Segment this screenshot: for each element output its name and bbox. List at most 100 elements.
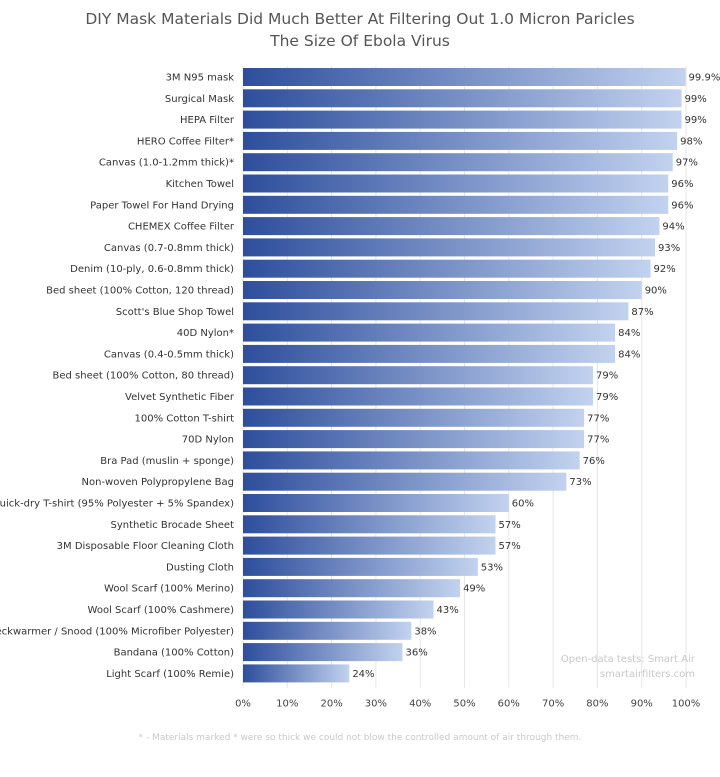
bar (243, 430, 585, 449)
category-label: 3M Disposable Floor Cleaning Cloth (57, 541, 234, 552)
category-label: 70D Nylon (182, 435, 234, 446)
value-label: 94% (662, 222, 684, 233)
value-labels: 99.9% 99% 99% 98% 97% 96% 96% 94% 93% 92% 90% 87% 84… (352, 73, 720, 680)
value-label: 96% (671, 200, 693, 211)
value-label: 99.9% (689, 73, 720, 84)
category-label: Bandana (100% Cotton) (114, 648, 235, 659)
bar (243, 387, 593, 406)
category-label: Canvas (1.0-1.2mm thick)* (99, 158, 234, 169)
value-label: 57% (499, 520, 521, 531)
source-line: smartairfilters.com (600, 669, 695, 680)
value-label: 98% (680, 136, 702, 147)
x-tick-label: 100% (672, 699, 701, 710)
category-label: HERO Coffee Filter* (137, 136, 234, 147)
bar (243, 494, 509, 512)
bar (243, 344, 616, 363)
bar (243, 323, 616, 342)
bar (243, 621, 412, 640)
value-label: 77% (587, 435, 609, 446)
category-label: 40D Nylon* (177, 328, 234, 339)
bar (243, 217, 660, 236)
bar (243, 259, 651, 278)
category-label: Non-woven Polypropylene Bag (82, 477, 234, 488)
bar (243, 110, 682, 129)
bars (243, 68, 686, 683)
x-tick-label: 90% (631, 699, 653, 710)
value-label: 97% (676, 158, 698, 169)
x-tick-label: 10% (276, 699, 298, 710)
value-label: 93% (658, 243, 680, 254)
chart-title-block: DIY Mask Materials Did Much Better At Fi… (0, 8, 720, 52)
value-label: 73% (569, 477, 591, 488)
value-label: 76% (583, 456, 605, 467)
value-label: 99% (685, 94, 707, 105)
category-label: Denim (10-ply, 0.6-0.8mm thick) (70, 264, 234, 275)
bar (243, 153, 673, 172)
category-label: CHEMEX Coffee Filter (128, 222, 235, 233)
category-label: Scott's Blue Shop Towel (116, 307, 234, 318)
value-label: 57% (499, 541, 521, 552)
value-label: 53% (481, 562, 503, 573)
bar (243, 281, 642, 299)
bar (243, 89, 682, 108)
x-tick-label: 50% (453, 699, 475, 710)
value-label: 43% (436, 605, 458, 616)
x-axis-ticks: 0% 10% 20% 30% 40% 50% 60% 70% 80% 90% 100% (235, 699, 700, 710)
category-label: Wool Scarf (100% Merino) (104, 584, 234, 595)
value-label: 84% (618, 349, 640, 360)
category-label: HEPA Filter (180, 115, 235, 126)
bar (243, 600, 434, 619)
value-label: 84% (618, 328, 640, 339)
x-tick-label: 60% (498, 699, 520, 710)
category-labels: 3M N95 mask Surgical Mask HEPA Filter HERO … (0, 73, 235, 680)
category-label: Synthetic Brocade Sheet (111, 520, 235, 531)
category-label: Dusting Cloth (166, 562, 234, 573)
category-label: 100% Cotton T-shirt (134, 413, 234, 424)
category-label: Velvet Synthetic Fiber (125, 392, 235, 403)
x-tick-label: 30% (365, 699, 387, 710)
value-label: 96% (671, 179, 693, 190)
chart-subtitle: The Size Of Ebola Virus (270, 32, 450, 50)
x-tick-label: 20% (320, 699, 342, 710)
category-label: Bra Pad (muslin + sponge) (100, 456, 234, 467)
value-label: 90% (645, 286, 667, 297)
value-label: 24% (352, 669, 374, 680)
bar (243, 366, 593, 385)
value-label: 36% (405, 648, 427, 659)
category-label: Quick-dry T-shirt (95% Polyester + 5% Sp… (0, 499, 234, 510)
category-label: Canvas (0.7-0.8mm thick) (104, 243, 234, 254)
bar (243, 579, 461, 598)
category-label: 3M N95 mask (166, 73, 235, 84)
bar (243, 643, 403, 662)
value-label: 38% (414, 626, 436, 637)
value-label: 92% (654, 264, 676, 275)
category-label: Canvas (0.4-0.5mm thick) (104, 349, 234, 360)
chart-title: DIY Mask Materials Did Much Better At Fi… (85, 10, 635, 28)
value-label: 49% (463, 584, 485, 595)
value-label: 77% (587, 413, 609, 424)
value-label: 79% (596, 371, 618, 382)
bar (243, 302, 629, 321)
value-label: 99% (685, 115, 707, 126)
value-label: 60% (512, 499, 534, 510)
bar (243, 557, 478, 576)
source-line: Open-data tests: Smart Air (561, 654, 696, 665)
category-label: Bed sheet (100% Cotton, 120 thread) (46, 286, 234, 297)
category-label: Surgical Mask (165, 94, 234, 105)
bar (243, 472, 567, 491)
bar (243, 68, 686, 86)
bar (243, 174, 669, 193)
footnote: * - Materials marked * were so thick we … (138, 733, 582, 743)
bar (243, 451, 580, 470)
value-label: 87% (631, 307, 653, 318)
bar (243, 515, 496, 534)
category-label: Neckwarmer / Snood (100% Microfiber Poly… (0, 626, 234, 637)
bar (243, 536, 496, 555)
category-label: Wool Scarf (100% Cashmere) (88, 605, 235, 616)
bar (243, 195, 669, 214)
category-label: Kitchen Towel (166, 179, 234, 190)
bar (243, 408, 585, 427)
category-label: Bed sheet (100% Cotton, 80 thread) (53, 371, 235, 382)
bar (243, 238, 655, 257)
